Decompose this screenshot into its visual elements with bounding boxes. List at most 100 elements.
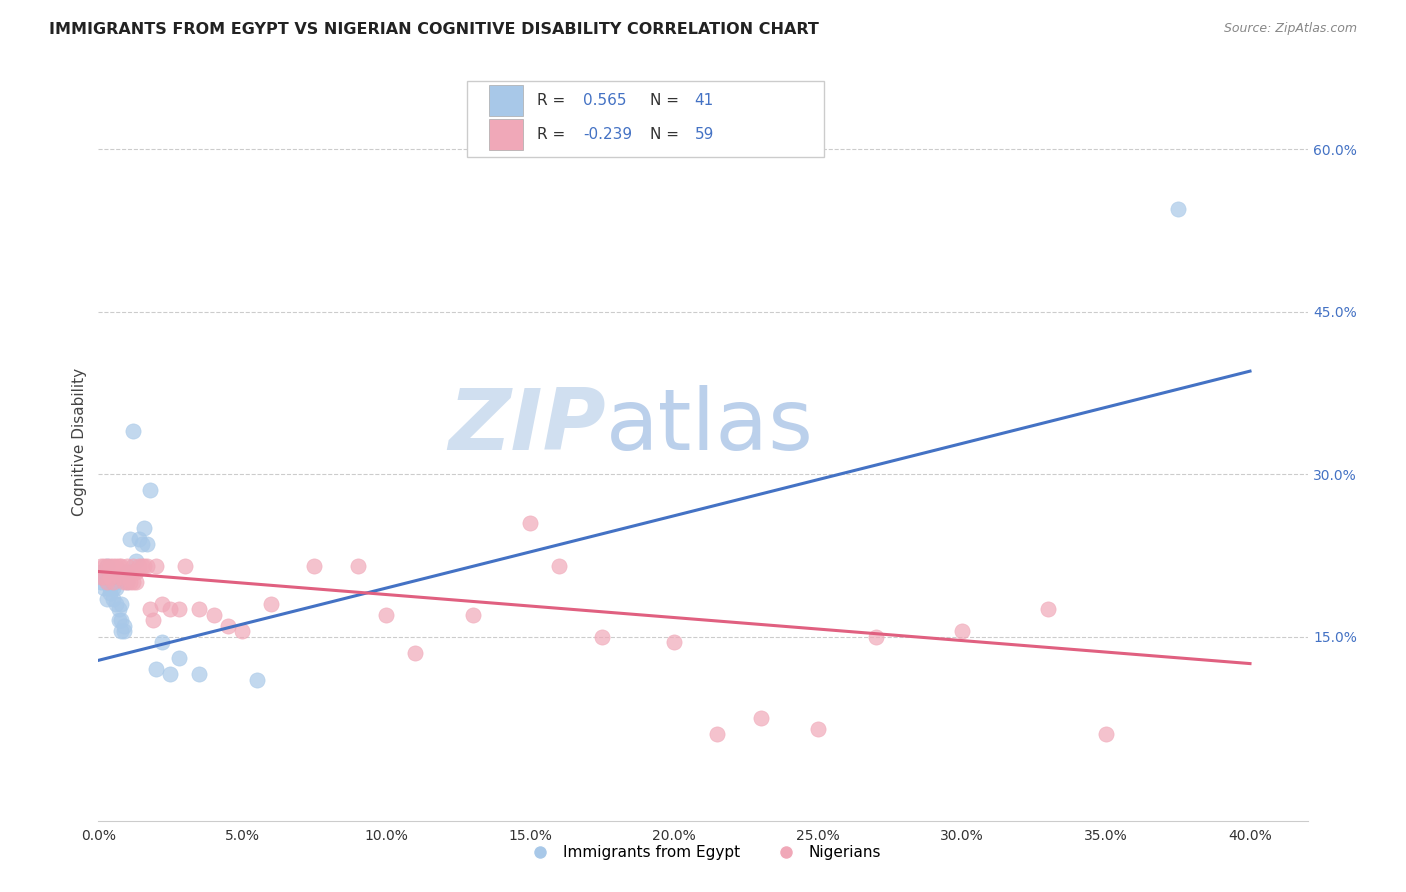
Point <box>150 597 173 611</box>
Point <box>93 559 115 574</box>
Point <box>90 575 112 590</box>
Text: 59: 59 <box>695 127 714 142</box>
Point <box>231 624 253 639</box>
Point <box>664 635 686 649</box>
Point <box>96 559 118 574</box>
Text: 0.565: 0.565 <box>583 93 627 108</box>
Point <box>136 537 159 551</box>
Point <box>115 559 138 574</box>
Point <box>404 646 426 660</box>
Text: N =: N = <box>650 127 683 142</box>
Legend: Immigrants from Egypt, Nigerians: Immigrants from Egypt, Nigerians <box>519 838 887 866</box>
Point <box>122 424 145 438</box>
Point <box>749 711 772 725</box>
Point <box>125 565 148 579</box>
Point <box>96 559 118 574</box>
Point <box>1167 202 1189 216</box>
Point <box>865 630 887 644</box>
Point <box>188 667 211 681</box>
Point <box>96 575 118 590</box>
Point <box>128 559 150 574</box>
Point <box>115 565 138 579</box>
Point <box>110 597 132 611</box>
Point <box>461 607 484 622</box>
Point <box>134 559 156 574</box>
Point <box>120 532 142 546</box>
Text: N =: N = <box>650 93 683 108</box>
Point <box>1095 727 1118 741</box>
Point <box>104 559 127 574</box>
Point <box>115 575 138 590</box>
Point <box>96 575 118 590</box>
Point <box>145 559 167 574</box>
Point <box>112 565 135 579</box>
Point <box>202 607 225 622</box>
Point <box>145 662 167 676</box>
Point <box>107 559 129 574</box>
Point <box>807 722 830 736</box>
Point <box>101 581 124 595</box>
Point <box>159 602 181 616</box>
Point <box>93 570 115 584</box>
Point <box>125 575 148 590</box>
Text: Source: ZipAtlas.com: Source: ZipAtlas.com <box>1223 22 1357 36</box>
Point <box>120 565 142 579</box>
Point <box>304 559 326 574</box>
Point <box>548 559 571 574</box>
Text: ZIP: ZIP <box>449 384 606 468</box>
Point <box>706 727 728 741</box>
Point <box>128 532 150 546</box>
Point <box>519 516 541 530</box>
Point <box>98 570 121 584</box>
Point <box>136 559 159 574</box>
Point <box>112 624 135 639</box>
Point <box>98 570 121 584</box>
Point <box>96 591 118 606</box>
Point <box>110 624 132 639</box>
Point <box>173 559 195 574</box>
Text: -0.239: -0.239 <box>583 127 633 142</box>
Point <box>346 559 368 574</box>
Point <box>104 565 127 579</box>
Point <box>98 559 121 574</box>
Text: R =: R = <box>537 127 571 142</box>
Text: 41: 41 <box>695 93 714 108</box>
Point <box>591 630 613 644</box>
Point <box>104 575 127 590</box>
Point <box>246 673 269 687</box>
Point <box>950 624 973 639</box>
Text: IMMIGRANTS FROM EGYPT VS NIGERIAN COGNITIVE DISABILITY CORRELATION CHART: IMMIGRANTS FROM EGYPT VS NIGERIAN COGNIT… <box>49 22 820 37</box>
Point <box>159 667 181 681</box>
Point <box>139 602 162 616</box>
Point <box>260 597 283 611</box>
Bar <box>489 120 523 150</box>
Point <box>101 591 124 606</box>
Point <box>375 607 398 622</box>
Point <box>110 565 132 579</box>
Point <box>110 559 132 574</box>
Point <box>122 575 145 590</box>
Text: R =: R = <box>537 93 571 108</box>
FancyBboxPatch shape <box>467 81 824 157</box>
Point <box>98 581 121 595</box>
Point <box>150 635 173 649</box>
Point <box>167 602 190 616</box>
Point <box>101 575 124 590</box>
Bar <box>489 85 523 115</box>
Point <box>101 559 124 574</box>
Point <box>217 618 239 632</box>
Point <box>115 575 138 590</box>
Point <box>1038 602 1060 616</box>
Point <box>90 565 112 579</box>
Point <box>107 570 129 584</box>
Point <box>101 575 124 590</box>
Y-axis label: Cognitive Disability: Cognitive Disability <box>72 368 87 516</box>
Point <box>90 570 112 584</box>
Text: atlas: atlas <box>606 384 814 468</box>
Point <box>167 651 190 665</box>
Point <box>122 559 145 574</box>
Point <box>188 602 211 616</box>
Point <box>131 559 153 574</box>
Point <box>93 570 115 584</box>
Point <box>98 586 121 600</box>
